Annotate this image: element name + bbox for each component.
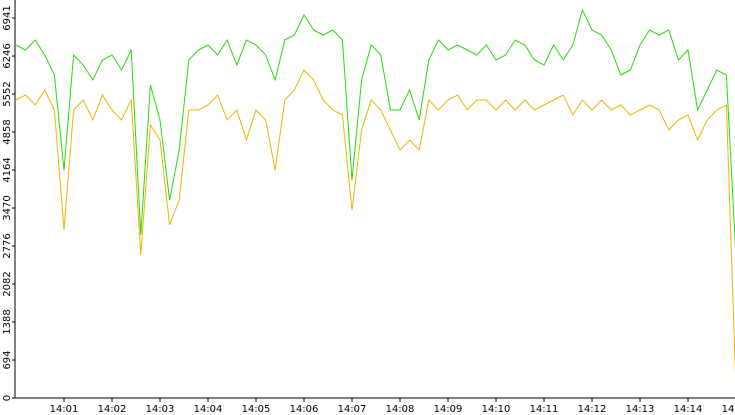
x-tick-label: 14:12	[578, 404, 607, 415]
x-tick-label: 14:07	[338, 404, 367, 415]
x-tick-label: 14:08	[386, 404, 415, 415]
x-tick-label: 14:15	[722, 404, 735, 415]
y-tick-label: 1388	[2, 309, 13, 334]
y-tick-label: 2082	[2, 271, 13, 296]
x-tick-label: 14:01	[50, 404, 79, 415]
x-tick-label: 14:03	[146, 404, 175, 415]
x-tick-label: 14:02	[98, 404, 127, 415]
x-tick-label: 14:09	[434, 404, 463, 415]
y-tick-label: 3470	[2, 195, 13, 220]
y-tick-label: 0	[2, 395, 13, 401]
y-tick-label: 4164	[2, 157, 13, 182]
x-tick-label: 14:05	[242, 404, 271, 415]
y-tick-label: 6246	[2, 43, 13, 68]
series-line	[15, 8, 735, 249]
y-tick-label: 4858	[2, 119, 13, 144]
y-tick-label: 5552	[2, 81, 13, 106]
x-tick-label: 14:10	[482, 404, 511, 415]
y-tick-label: 6941	[2, 5, 13, 30]
series-line	[15, 69, 735, 376]
y-tick-label: 694	[2, 350, 13, 369]
y-tick-label: 2776	[2, 233, 13, 258]
x-tick-label: 14:11	[530, 404, 559, 415]
x-tick-label: 14:13	[626, 404, 655, 415]
x-tick-label: 14:14	[674, 404, 703, 415]
x-tick-label: 14:06	[290, 404, 319, 415]
x-tick-label: 14:04	[194, 404, 223, 415]
